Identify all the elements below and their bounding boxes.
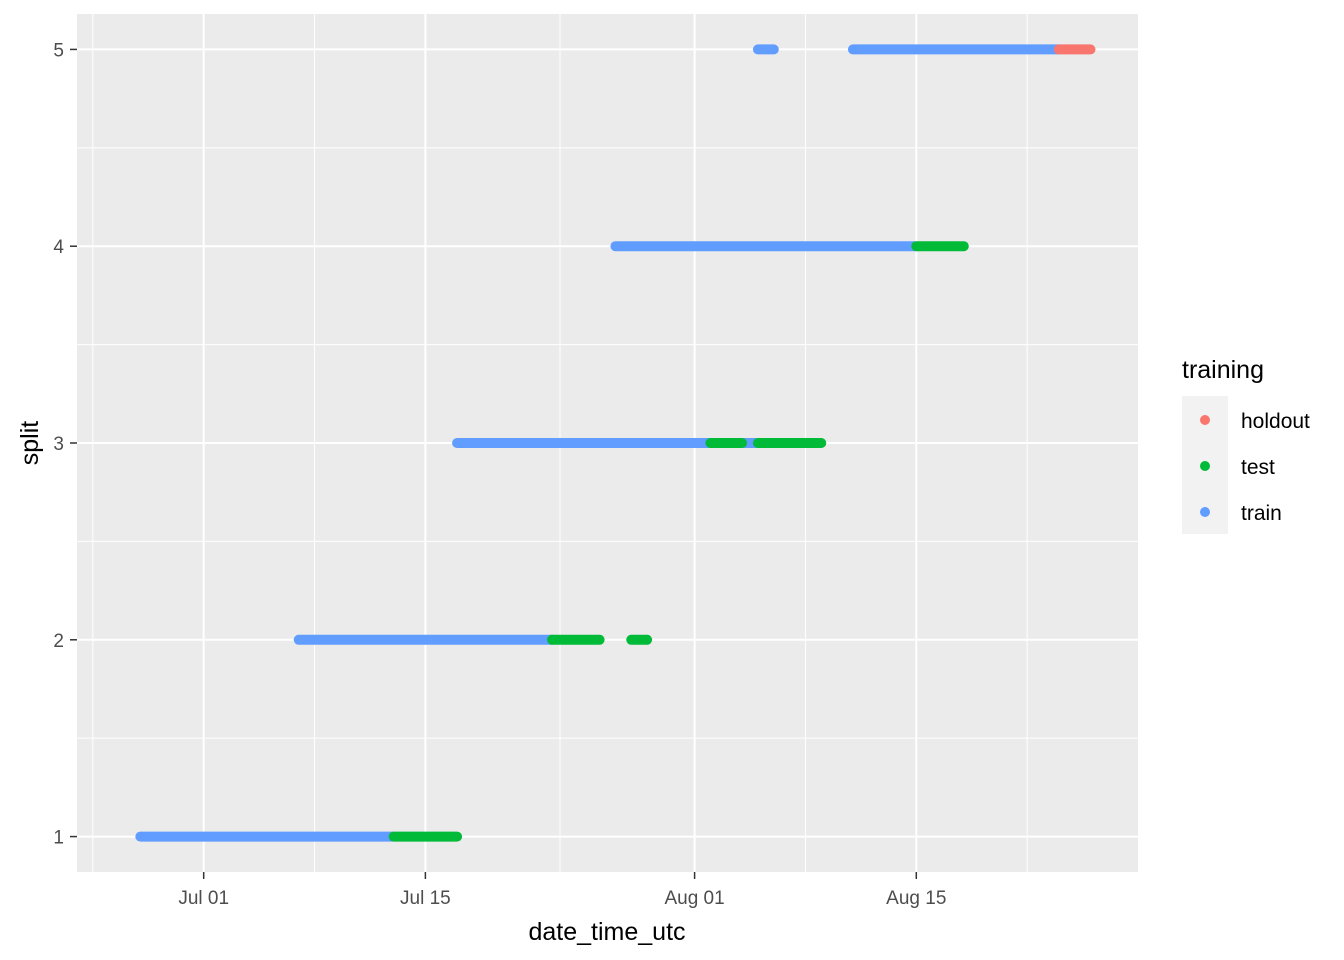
legend-label-train: train	[1241, 502, 1282, 525]
legend-label-holdout: holdout	[1241, 410, 1310, 433]
x-tick-label: Jul 15	[400, 888, 451, 909]
legend-key-train	[1200, 507, 1210, 517]
data-points	[135, 44, 1096, 842]
x-tick-label: Aug 15	[886, 888, 946, 909]
legend: training holdout test train	[1182, 356, 1310, 534]
y-tick-label: 5	[53, 40, 64, 61]
legend-key-holdout	[1200, 415, 1210, 425]
y-tick-label: 2	[53, 631, 64, 652]
major-gridlines	[77, 14, 1138, 872]
y-tick-label: 3	[53, 434, 64, 455]
y-tick-label: 1	[53, 828, 64, 849]
x-axis-title: date_time_utc	[528, 918, 685, 946]
axes: Jul 01 Jul 15 Aug 01 Aug 15 1 2 3 4 5	[53, 40, 946, 909]
legend-title: training	[1182, 356, 1264, 384]
legend-key-test	[1200, 461, 1210, 471]
legend-label-test: test	[1241, 456, 1275, 479]
x-tick-label: Jul 01	[178, 888, 229, 909]
y-tick-label: 4	[53, 237, 64, 258]
x-tick-label: Aug 01	[664, 888, 724, 909]
y-axis-title: split	[16, 421, 44, 466]
